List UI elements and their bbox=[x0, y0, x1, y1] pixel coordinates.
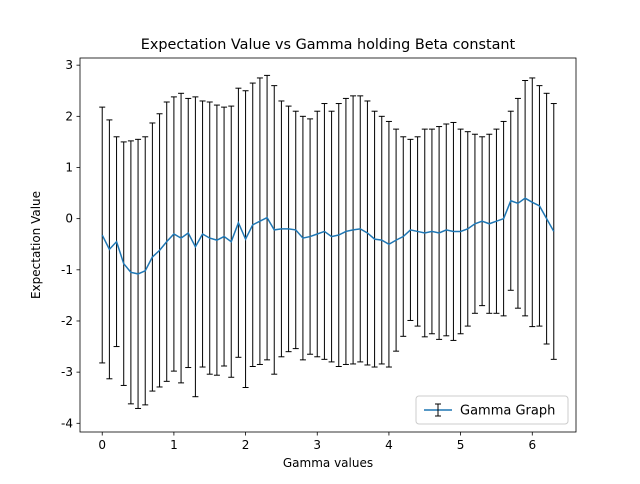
y-tick-label: -2 bbox=[61, 314, 73, 328]
legend-label: Gamma Graph bbox=[460, 404, 555, 419]
series-line bbox=[101, 197, 555, 275]
x-tick-label: 2 bbox=[242, 438, 250, 452]
chart-title: Expectation Value vs Gamma holding Beta … bbox=[141, 37, 516, 53]
x-tick-label: 0 bbox=[98, 438, 106, 452]
y-tick-label: 3 bbox=[65, 58, 73, 72]
y-axis-label: Expectation Value bbox=[29, 191, 43, 299]
x-tick-label: 3 bbox=[313, 438, 321, 452]
y-tick-label: 1 bbox=[65, 160, 73, 174]
x-tick-label: 4 bbox=[385, 438, 393, 452]
y-tick-label: -1 bbox=[61, 263, 73, 277]
y-tick-label: 2 bbox=[65, 109, 73, 123]
x-tick-label: 5 bbox=[457, 438, 465, 452]
y-tick-label: 0 bbox=[65, 212, 73, 226]
y-tick-label: -3 bbox=[61, 365, 73, 379]
plot-frame bbox=[79, 57, 577, 433]
x-tick-label: 1 bbox=[170, 438, 178, 452]
y-tick-label: -4 bbox=[61, 416, 73, 430]
x-tick-label: 6 bbox=[528, 438, 536, 452]
legend-box bbox=[415, 395, 569, 425]
x-axis-label: Gamma values bbox=[283, 456, 373, 470]
